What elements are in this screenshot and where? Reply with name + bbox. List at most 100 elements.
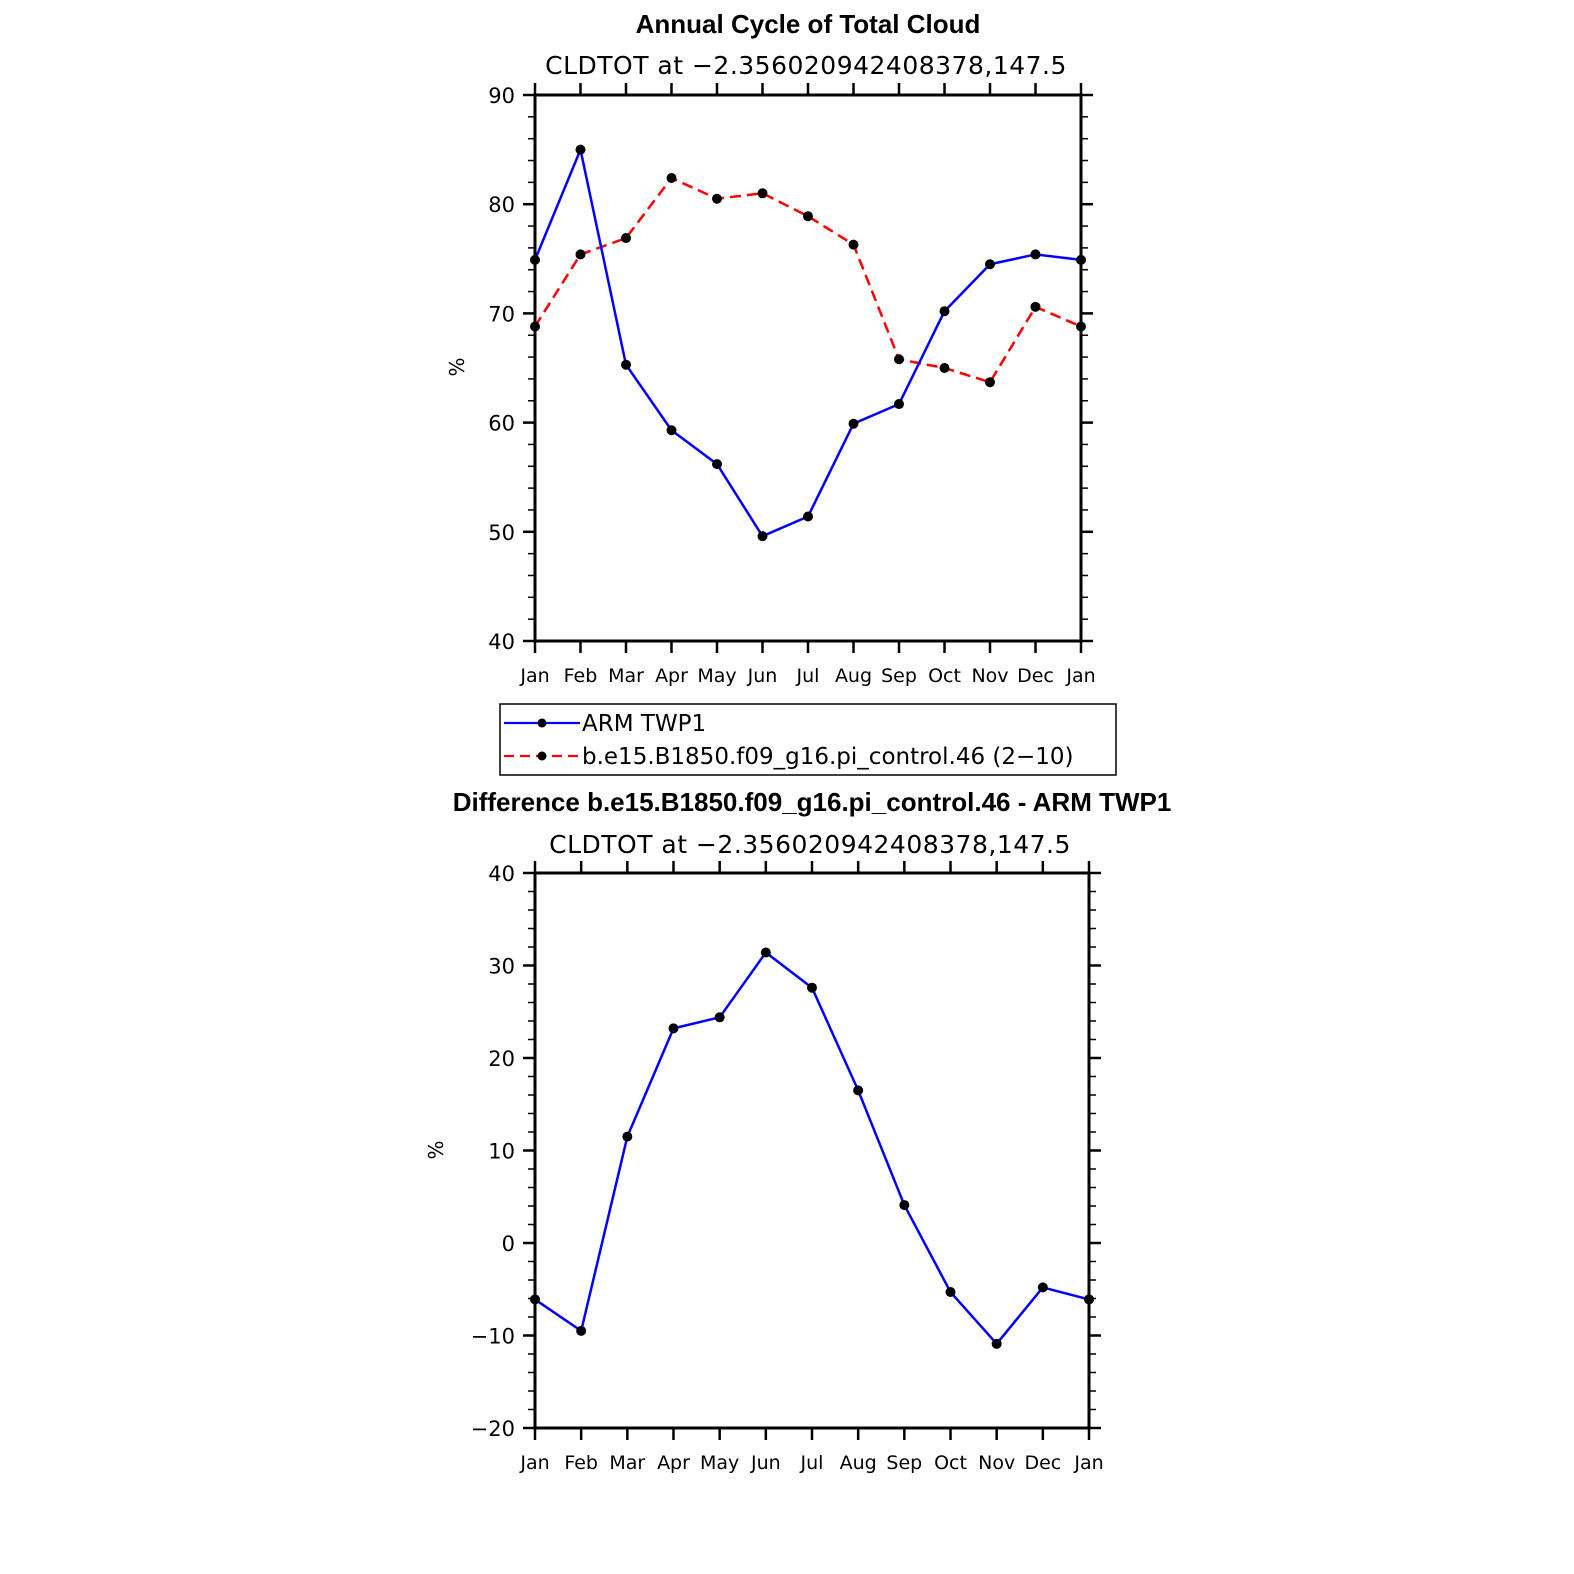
- plot-frame: [533, 93, 1083, 643]
- x-tick-label: Jun: [747, 665, 778, 687]
- x-tick-label: Sep: [881, 665, 917, 687]
- series-line-arm-twp1: [533, 148, 1082, 538]
- x-tick-label: Nov: [971, 665, 1008, 687]
- data-point: [1030, 249, 1041, 260]
- axis-ticks: [523, 83, 1093, 653]
- x-tick-label: Jan: [519, 665, 549, 687]
- chart-title: Annual Cycle of Total Cloud: [636, 9, 981, 39]
- x-tick-labels: Jan Feb Mar Apr May Jun Jul Aug Sep Oct Nov Dec Jan: [519, 665, 1095, 687]
- data-point: [848, 239, 859, 250]
- x-tick-label: Jul: [800, 1452, 824, 1474]
- axis-ticks: [523, 861, 1101, 1440]
- y-tick-label: 90: [488, 84, 515, 108]
- data-point: [622, 1131, 633, 1142]
- y-tick-labels: 40 30 20 10 0 −10 −20: [471, 862, 515, 1441]
- data-point: [621, 359, 631, 370]
- x-tick-label: Jan: [519, 1452, 549, 1474]
- data-point: [939, 306, 950, 317]
- x-tick-label: Feb: [564, 1452, 598, 1474]
- data-point: [714, 1012, 725, 1023]
- y-tick-label: 30: [488, 955, 515, 979]
- legend-marker-arm-twp1: [537, 718, 547, 728]
- data-point: [576, 1325, 587, 1336]
- data-point: [939, 363, 950, 373]
- legend-label-arm-twp1: ARM TWP1: [582, 711, 706, 737]
- data-point: [1030, 301, 1041, 312]
- y-tick-label: 0: [502, 1232, 515, 1256]
- y-axis-label: %: [424, 1140, 448, 1159]
- y-tick-label: −20: [471, 1417, 515, 1441]
- y-tick-labels: 90 80 70 60 50 40: [488, 84, 515, 654]
- chart-title: Difference b.e15.B1850.f09_g16.pi_contro…: [453, 787, 1172, 817]
- data-point: [712, 459, 722, 470]
- y-axis-label: %: [445, 357, 469, 376]
- chart-subtitle: CLDTOT at −2.356020942408378,147.5: [545, 51, 1067, 80]
- data-point: [668, 1023, 679, 1034]
- x-tick-label: Aug: [835, 665, 872, 687]
- legend-box: [499, 703, 1117, 776]
- x-tick-label: Jan: [1073, 1452, 1103, 1474]
- x-tick-label: Feb: [564, 665, 598, 687]
- data-point: [712, 193, 722, 204]
- x-tick-labels: Jan Feb Mar Apr May Jun Jul Aug Sep Oct Nov Dec Jan: [519, 1452, 1103, 1474]
- x-tick-label: Aug: [840, 1452, 877, 1474]
- data-point: [848, 418, 859, 429]
- data-point: [803, 511, 813, 522]
- x-tick-label: Dec: [1024, 1452, 1061, 1474]
- series-line-b-e15-b1850-f09-g16-pi-control-46-2-10: [533, 176, 1082, 384]
- x-tick-label: Oct: [928, 665, 961, 687]
- x-tick-label: Oct: [934, 1452, 967, 1474]
- data-point: [853, 1085, 864, 1096]
- data-point: [575, 144, 586, 155]
- plot-frame: [533, 871, 1091, 1430]
- y-tick-label: 20: [488, 1047, 515, 1071]
- x-tick-label: Apr: [655, 665, 688, 687]
- x-tick-label: Mar: [609, 1452, 645, 1474]
- x-tick-label: May: [697, 665, 736, 687]
- data-point: [803, 211, 813, 222]
- data-point: [757, 188, 768, 199]
- data-point: [894, 354, 904, 365]
- data-point: [757, 531, 768, 542]
- legend-marker-model: [537, 751, 547, 761]
- y-tick-label: 10: [488, 1140, 515, 1164]
- x-tick-label: Jun: [750, 1452, 781, 1474]
- series-line-difference: [534, 951, 1090, 1346]
- y-tick-label: 60: [488, 412, 515, 436]
- data-point: [807, 982, 817, 993]
- difference-panel: Difference b.e15.B1850.f09_g16.pi_contro…: [424, 787, 1171, 1474]
- legend: ARM TWP1 b.e15.B1850.f09_g16.pi_control.…: [499, 703, 1117, 776]
- plot-series: [530, 144, 1086, 542]
- y-tick-label: −10: [471, 1325, 515, 1349]
- legend-label-model: b.e15.B1850.f09_g16.pi_control.46 (2−10): [582, 744, 1074, 770]
- y-tick-label: 50: [488, 521, 515, 545]
- x-tick-label: Apr: [657, 1452, 690, 1474]
- y-tick-label: 70: [488, 302, 515, 326]
- data-point: [621, 233, 631, 244]
- data-point: [666, 172, 677, 183]
- data-point: [985, 259, 995, 270]
- data-point: [985, 377, 995, 388]
- x-tick-label: Jan: [1065, 665, 1095, 687]
- chart-subtitle: CLDTOT at −2.356020942408378,147.5: [549, 830, 1071, 859]
- data-point: [666, 425, 677, 436]
- data-point: [1037, 1282, 1048, 1293]
- data-point: [945, 1287, 956, 1298]
- annual-cycle-panel: Annual Cycle of Total Cloud CLDTOT at −2…: [445, 9, 1117, 776]
- data-point: [991, 1338, 1002, 1349]
- x-tick-label: Mar: [608, 665, 644, 687]
- x-tick-label: Dec: [1017, 665, 1054, 687]
- y-tick-label: 40: [488, 630, 515, 654]
- plot-series: [530, 947, 1094, 1349]
- x-tick-label: Nov: [978, 1452, 1015, 1474]
- x-tick-label: Jul: [796, 665, 820, 687]
- y-tick-label: 40: [488, 862, 515, 886]
- y-tick-label: 80: [488, 193, 515, 217]
- x-tick-label: May: [700, 1452, 739, 1474]
- data-point: [575, 249, 586, 260]
- data-point: [899, 1200, 910, 1211]
- data-point: [760, 947, 771, 958]
- x-tick-label: Sep: [886, 1452, 922, 1474]
- data-point: [894, 399, 904, 410]
